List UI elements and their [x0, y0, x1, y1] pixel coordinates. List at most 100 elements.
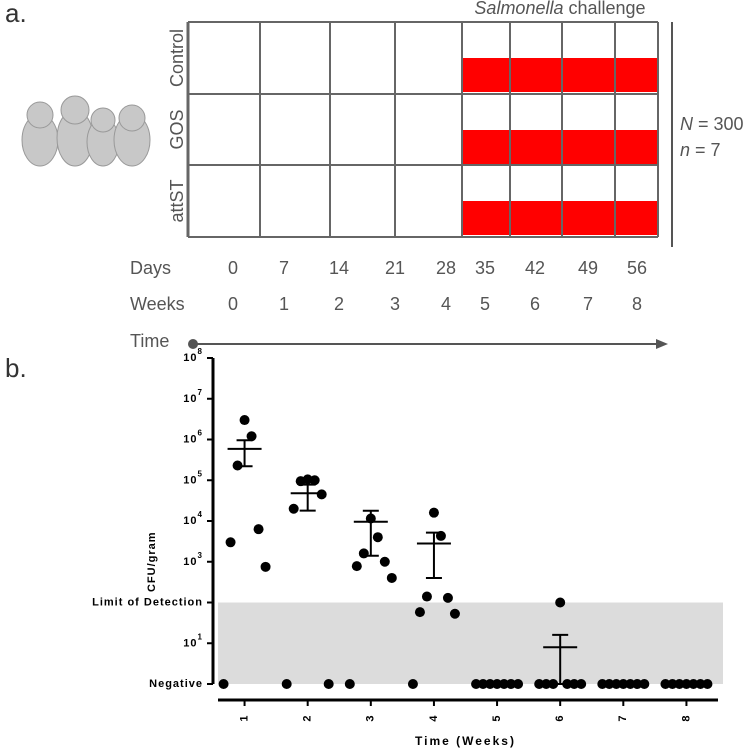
y-tick-label: 104: [183, 510, 203, 527]
data-point: [414, 607, 425, 618]
data-point: [597, 679, 608, 689]
data-point: [639, 679, 650, 689]
x-tick-label: 7: [617, 714, 629, 721]
data-point: [407, 679, 418, 689]
data-point: [576, 679, 587, 689]
data-point: [260, 561, 271, 572]
data-point: [541, 679, 552, 689]
data-point: [555, 597, 566, 608]
challenge-text: challenge: [563, 0, 645, 18]
x-tick-label: 4: [428, 714, 440, 721]
week-label: 7: [583, 294, 593, 314]
challenge-cell: [510, 201, 562, 235]
sample: n = 7: [680, 140, 721, 160]
y-tick-label: 103: [183, 551, 203, 568]
data-point: [309, 475, 320, 486]
chicks: [21, 95, 151, 167]
challenge-cell: [510, 58, 562, 92]
data-point: [688, 679, 699, 689]
day-label: 28: [436, 258, 456, 278]
x-tick-label: 1: [238, 714, 250, 721]
y-tick-label: 106: [183, 429, 203, 446]
day-label: 7: [279, 258, 289, 278]
data-point: [323, 679, 334, 689]
detection-shade: [218, 602, 723, 684]
y-tick-base: 10: [183, 474, 197, 486]
challenge-cell: [462, 201, 510, 235]
y-axis-title: CFU/gram: [146, 531, 158, 592]
y-tick-label: 108: [183, 347, 203, 364]
day-label: 0: [228, 258, 238, 278]
data-point: [471, 679, 482, 689]
x-tick-label: 3: [365, 714, 377, 721]
panel-label: a.: [5, 0, 27, 28]
week-label: 4: [441, 294, 451, 314]
week-label: 5: [480, 294, 490, 314]
group-label: GOS: [167, 109, 187, 149]
week-label: 8: [632, 294, 642, 314]
data-point: [449, 608, 460, 619]
challenge-cell: [562, 201, 615, 235]
x-tick-label: 6: [554, 714, 566, 721]
data-point: [485, 679, 496, 689]
data-point: [372, 532, 383, 543]
week-label: 3: [390, 294, 400, 314]
data-point: [569, 679, 580, 689]
y-tick-exponent: 7: [198, 388, 203, 397]
day-label: 56: [627, 258, 647, 278]
x-axis-title: Time (Weeks): [415, 734, 516, 748]
challenge-cell: [615, 201, 658, 235]
challenge-cell: [562, 130, 615, 164]
data-point: [632, 679, 643, 689]
challenge-italic: Salmonella: [474, 0, 563, 18]
data-point: [625, 679, 636, 689]
day-label: 21: [385, 258, 405, 278]
data-point: [534, 679, 545, 689]
challenge-cell: [462, 58, 510, 92]
y-tick-label: 105: [183, 469, 203, 486]
y-tick-exponent: 8: [198, 347, 203, 356]
population-text: = 300: [693, 114, 744, 134]
data-point: [421, 591, 432, 602]
data-point: [506, 679, 517, 689]
data-point: [379, 556, 390, 567]
data-point: [674, 679, 685, 689]
challenge-cell: [562, 58, 615, 92]
data-point: [281, 679, 292, 689]
day-label: 49: [578, 258, 598, 278]
data-point: [604, 679, 615, 689]
data-point: [442, 592, 453, 603]
y-tick-label: Negative: [149, 678, 203, 690]
challenge-cell: [615, 58, 658, 92]
data-point: [667, 679, 678, 689]
data-point: [660, 679, 671, 689]
data-point: [513, 679, 524, 689]
y-tick-base: 10: [183, 393, 197, 405]
data-point: [316, 489, 327, 500]
y-tick-base: 10: [183, 352, 197, 364]
days-label: Days: [130, 258, 171, 278]
data-point: [618, 679, 629, 689]
data-point: [344, 679, 355, 689]
group-label: attST: [167, 179, 187, 222]
week-label: 2: [334, 294, 344, 314]
y-tick-base: 10: [183, 556, 197, 568]
data-point: [225, 537, 236, 548]
y-tick-label: Limit of Detection: [92, 596, 203, 608]
data-point: [358, 548, 369, 559]
data-point: [702, 679, 713, 689]
challenge-cell: [510, 130, 562, 164]
week-label: 6: [530, 294, 540, 314]
day-label: 42: [525, 258, 545, 278]
y-tick-exponent: 3: [198, 551, 203, 560]
data-point: [681, 679, 692, 689]
data-point: [239, 415, 250, 426]
challenge-label: Salmonella challenge: [474, 0, 645, 18]
y-tick-label: 107: [183, 388, 203, 405]
day-label: 35: [475, 258, 495, 278]
data-point: [246, 431, 257, 442]
data-point: [218, 679, 229, 689]
sample-symbol: n: [680, 140, 690, 160]
x-tick-label: 8: [680, 714, 692, 721]
